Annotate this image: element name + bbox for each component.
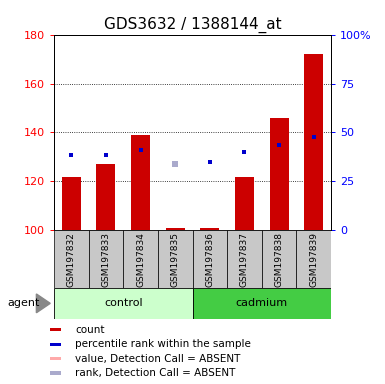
Text: GSM197835: GSM197835	[171, 232, 180, 287]
Bar	[123, 230, 158, 288]
Text: GDS3632 / 1388144_at: GDS3632 / 1388144_at	[104, 17, 281, 33]
Bar	[50, 371, 61, 374]
Bar	[50, 343, 61, 346]
Bar	[296, 230, 331, 288]
Bar	[200, 228, 219, 230]
Text: value, Detection Call = ABSENT: value, Detection Call = ABSENT	[75, 354, 240, 364]
Bar	[89, 230, 123, 288]
Bar	[192, 288, 331, 319]
Bar	[235, 177, 254, 230]
Text: GSM197832: GSM197832	[67, 232, 76, 286]
Bar	[62, 177, 81, 230]
Text: rank, Detection Call = ABSENT: rank, Detection Call = ABSENT	[75, 368, 235, 378]
Text: GSM197836: GSM197836	[205, 232, 214, 287]
Bar	[262, 230, 296, 288]
Text: GSM197833: GSM197833	[101, 232, 110, 287]
Polygon shape	[36, 294, 50, 313]
Bar	[50, 357, 61, 360]
Text: count: count	[75, 325, 104, 335]
Bar	[54, 288, 192, 319]
Bar	[270, 118, 289, 230]
Bar	[192, 230, 227, 288]
Bar	[54, 230, 89, 288]
Bar	[50, 328, 61, 331]
Text: percentile rank within the sample: percentile rank within the sample	[75, 339, 251, 349]
Bar	[131, 135, 150, 230]
Bar	[227, 230, 262, 288]
Bar	[96, 164, 116, 230]
Bar	[158, 230, 192, 288]
Text: GSM197839: GSM197839	[309, 232, 318, 287]
Text: cadmium: cadmium	[236, 298, 288, 308]
Text: GSM197834: GSM197834	[136, 232, 145, 286]
Text: agent: agent	[8, 298, 40, 308]
Text: GSM197838: GSM197838	[275, 232, 284, 287]
Text: control: control	[104, 298, 142, 308]
Text: GSM197837: GSM197837	[240, 232, 249, 287]
Bar	[166, 228, 185, 230]
Bar	[304, 54, 323, 230]
